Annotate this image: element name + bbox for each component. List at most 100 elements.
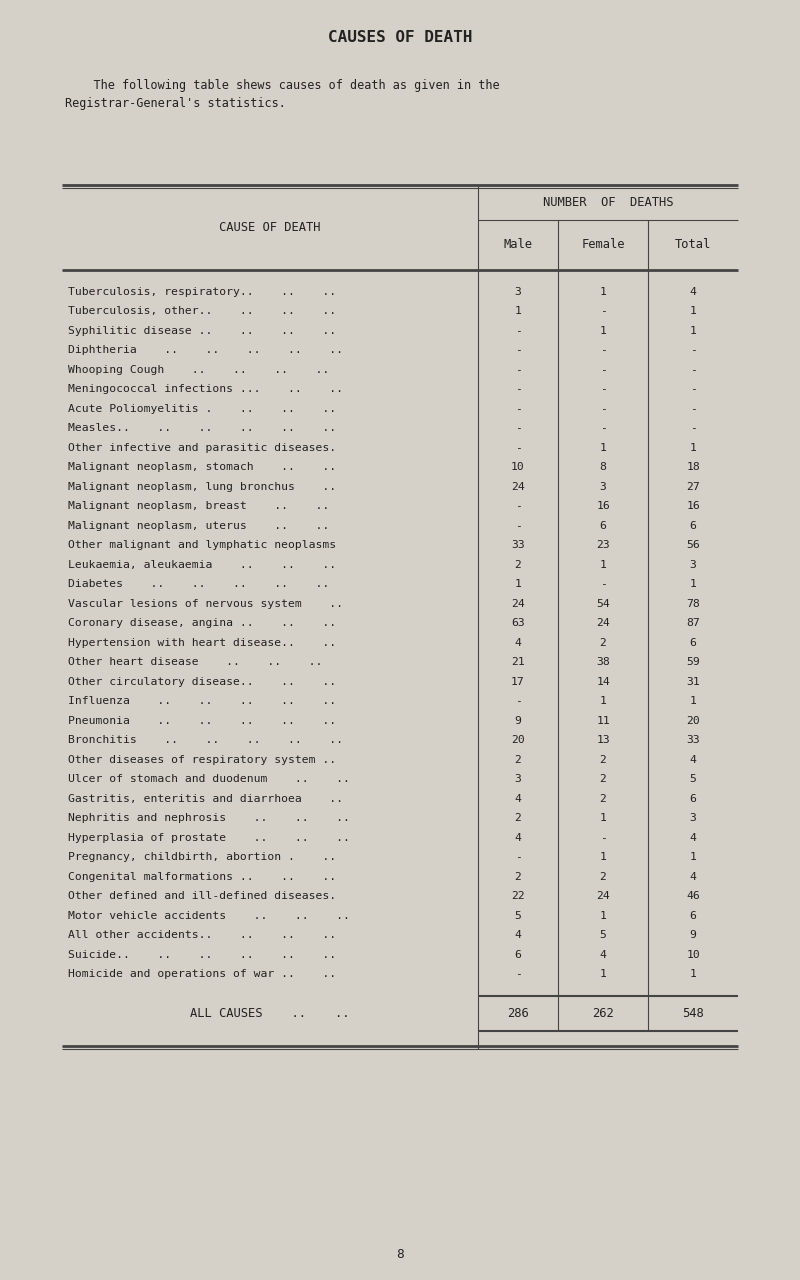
Text: ALL CAUSES    ..    ..: ALL CAUSES .. ..: [190, 1007, 350, 1020]
Text: -: -: [514, 403, 522, 413]
Text: NUMBER  OF  DEATHS: NUMBER OF DEATHS: [542, 196, 674, 209]
Text: -: -: [514, 325, 522, 335]
Text: -: -: [690, 346, 697, 356]
Text: 4: 4: [690, 833, 697, 842]
Text: Other infective and parasitic diseases.: Other infective and parasitic diseases.: [68, 443, 336, 453]
Text: 1: 1: [599, 325, 606, 335]
Text: 10: 10: [511, 462, 525, 472]
Text: 4: 4: [514, 931, 522, 941]
Text: 24: 24: [511, 599, 525, 609]
Text: -: -: [599, 306, 606, 316]
Text: 6: 6: [599, 521, 606, 531]
Text: -: -: [599, 580, 606, 589]
Text: 8: 8: [396, 1248, 404, 1262]
Text: 22: 22: [511, 891, 525, 901]
Text: 8: 8: [599, 462, 606, 472]
Text: 3: 3: [514, 774, 522, 785]
Text: -: -: [690, 365, 697, 375]
Text: 6: 6: [690, 521, 697, 531]
Text: 54: 54: [596, 599, 610, 609]
Text: -: -: [599, 424, 606, 433]
Text: 4: 4: [514, 637, 522, 648]
Text: Congenital malformations ..    ..    ..: Congenital malformations .. .. ..: [68, 872, 336, 882]
Text: 1: 1: [599, 969, 606, 979]
Text: 1: 1: [690, 969, 697, 979]
Text: Vascular lesions of nervous system    ..: Vascular lesions of nervous system ..: [68, 599, 343, 609]
Text: 2: 2: [599, 637, 606, 648]
Text: 6: 6: [690, 794, 697, 804]
Text: 2: 2: [514, 755, 522, 764]
Text: Other defined and ill-defined diseases.: Other defined and ill-defined diseases.: [68, 891, 336, 901]
Text: 1: 1: [690, 580, 697, 589]
Text: 1: 1: [514, 306, 522, 316]
Text: 2: 2: [599, 872, 606, 882]
Text: 5: 5: [690, 774, 697, 785]
Text: 38: 38: [596, 657, 610, 667]
Text: Other malignant and lymphatic neoplasms: Other malignant and lymphatic neoplasms: [68, 540, 336, 550]
Text: Tuberculosis, other..    ..    ..    ..: Tuberculosis, other.. .. .. ..: [68, 306, 336, 316]
Text: 23: 23: [596, 540, 610, 550]
Text: Ulcer of stomach and duodenum    ..    ..: Ulcer of stomach and duodenum .. ..: [68, 774, 350, 785]
Text: 20: 20: [686, 716, 700, 726]
Text: 1: 1: [690, 325, 697, 335]
Text: -: -: [599, 365, 606, 375]
Text: Measles..    ..    ..    ..    ..    ..: Measles.. .. .. .. .. ..: [68, 424, 336, 433]
Text: CAUSES OF DEATH: CAUSES OF DEATH: [328, 31, 472, 46]
Text: 24: 24: [596, 891, 610, 901]
Text: -: -: [514, 424, 522, 433]
Text: Other circulatory disease..    ..    ..: Other circulatory disease.. .. ..: [68, 677, 336, 687]
Text: 63: 63: [511, 618, 525, 628]
Text: 1: 1: [599, 813, 606, 823]
Text: 3: 3: [690, 813, 697, 823]
Text: 5: 5: [514, 911, 522, 920]
Text: Pneumonia    ..    ..    ..    ..    ..: Pneumonia .. .. .. .. ..: [68, 716, 336, 726]
Text: 6: 6: [514, 950, 522, 960]
Text: 1: 1: [599, 696, 606, 707]
Text: Diabetes    ..    ..    ..    ..    ..: Diabetes .. .. .. .. ..: [68, 580, 330, 589]
Text: Total: Total: [675, 238, 711, 251]
Text: Influenza    ..    ..    ..    ..    ..: Influenza .. .. .. .. ..: [68, 696, 336, 707]
Text: 10: 10: [686, 950, 700, 960]
Text: 1: 1: [690, 306, 697, 316]
Text: -: -: [514, 852, 522, 863]
Text: Male: Male: [503, 238, 533, 251]
Text: Malignant neoplasm, breast    ..    ..: Malignant neoplasm, breast .. ..: [68, 502, 330, 511]
Text: Gastritis, enteritis and diarrhoea    ..: Gastritis, enteritis and diarrhoea ..: [68, 794, 343, 804]
Text: CAUSE OF DEATH: CAUSE OF DEATH: [219, 221, 321, 234]
Text: Diphtheria    ..    ..    ..    ..    ..: Diphtheria .. .. .. .. ..: [68, 346, 343, 356]
Text: Coronary disease, angina ..    ..    ..: Coronary disease, angina .. .. ..: [68, 618, 336, 628]
Text: 1: 1: [599, 852, 606, 863]
Text: 3: 3: [514, 287, 522, 297]
Text: 16: 16: [596, 502, 610, 511]
Text: 1: 1: [514, 580, 522, 589]
Text: Motor vehicle accidents    ..    ..    ..: Motor vehicle accidents .. .. ..: [68, 911, 350, 920]
Text: -: -: [514, 696, 522, 707]
Text: 262: 262: [592, 1007, 614, 1020]
Text: All other accidents..    ..    ..    ..: All other accidents.. .. .. ..: [68, 931, 336, 941]
Text: 1: 1: [599, 911, 606, 920]
Text: Malignant neoplasm, lung bronchus    ..: Malignant neoplasm, lung bronchus ..: [68, 481, 336, 492]
Text: 2: 2: [514, 559, 522, 570]
Text: Malignant neoplasm, uterus    ..    ..: Malignant neoplasm, uterus .. ..: [68, 521, 330, 531]
Text: 548: 548: [682, 1007, 704, 1020]
Text: -: -: [514, 443, 522, 453]
Text: 31: 31: [686, 677, 700, 687]
Text: Homicide and operations of war ..    ..: Homicide and operations of war .. ..: [68, 969, 336, 979]
Text: Female: Female: [582, 238, 625, 251]
Text: -: -: [514, 384, 522, 394]
Text: 20: 20: [511, 735, 525, 745]
Text: 4: 4: [599, 950, 606, 960]
Text: 2: 2: [599, 755, 606, 764]
Text: Nephritis and nephrosis    ..    ..    ..: Nephritis and nephrosis .. .. ..: [68, 813, 350, 823]
Text: 1: 1: [599, 287, 606, 297]
Text: Hyperplasia of prostate    ..    ..    ..: Hyperplasia of prostate .. .. ..: [68, 833, 350, 842]
Text: -: -: [514, 365, 522, 375]
Text: Pregnancy, childbirth, abortion .    ..: Pregnancy, childbirth, abortion . ..: [68, 852, 336, 863]
Text: 27: 27: [686, 481, 700, 492]
Text: Other heart disease    ..    ..    ..: Other heart disease .. .. ..: [68, 657, 322, 667]
Text: 4: 4: [690, 287, 697, 297]
Text: 24: 24: [511, 481, 525, 492]
Text: 18: 18: [686, 462, 700, 472]
Text: 14: 14: [596, 677, 610, 687]
Text: -: -: [514, 521, 522, 531]
